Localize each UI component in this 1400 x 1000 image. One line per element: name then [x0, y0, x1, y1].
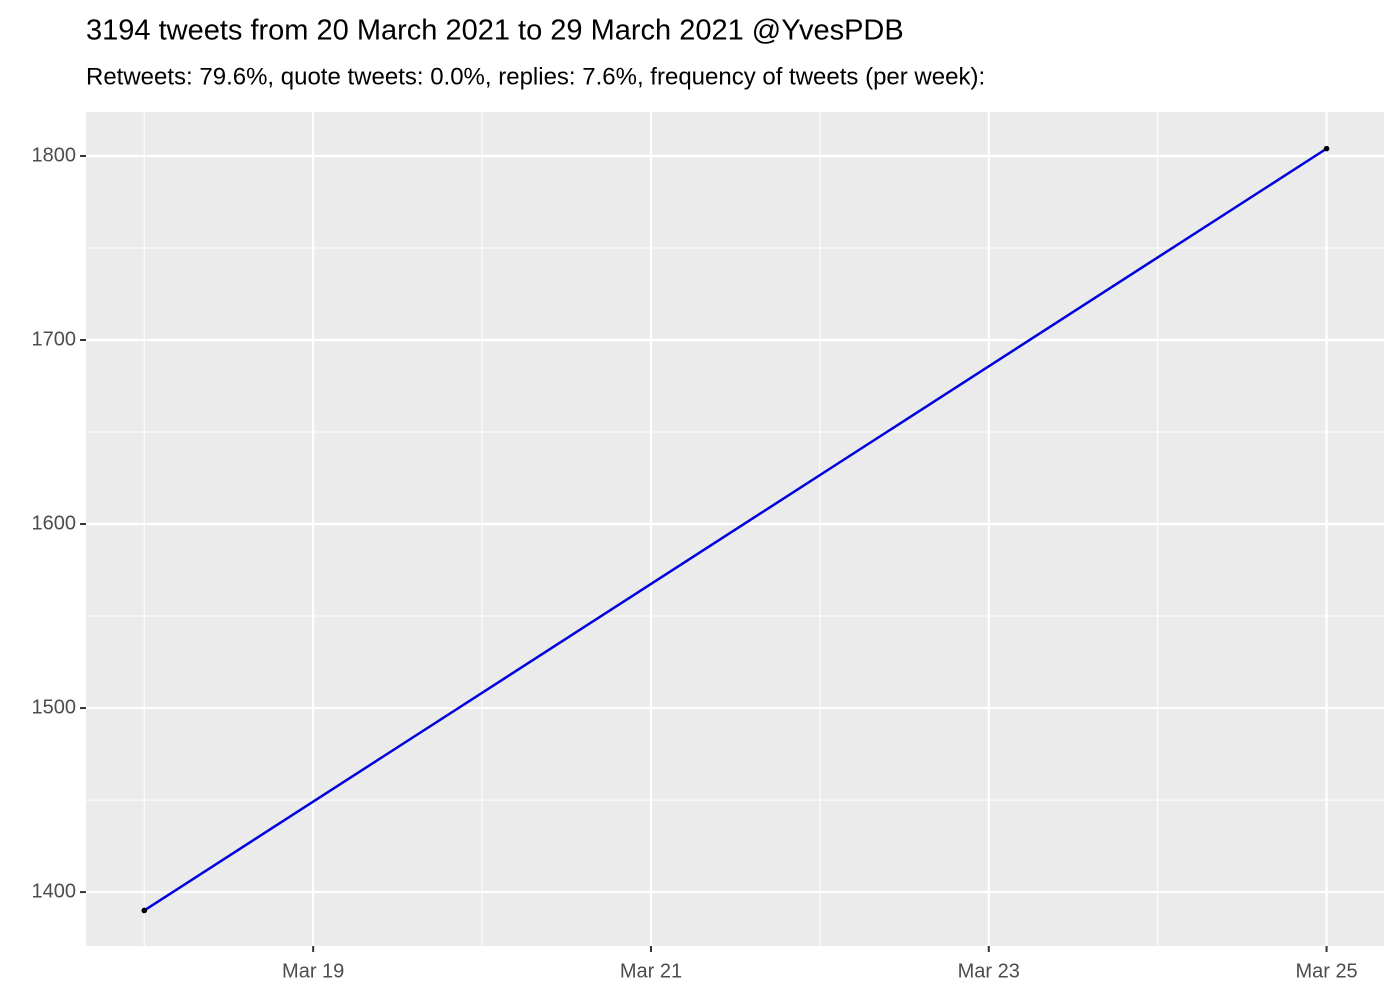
chart-title: 3194 tweets from 20 March 2021 to 29 Mar…	[86, 15, 904, 47]
y-tick-label: 1500	[32, 696, 77, 718]
y-tick-label: 1700	[32, 328, 77, 350]
x-tick-label: Mar 19	[282, 960, 344, 982]
x-tick-label: Mar 21	[620, 960, 682, 982]
y-tick-label: 1400	[32, 880, 77, 902]
chart-subtitle: Retweets: 79.6%, quote tweets: 0.0%, rep…	[86, 63, 985, 90]
point	[1323, 145, 1330, 152]
y-tick-label: 1800	[32, 144, 77, 166]
line	[143, 147, 1328, 912]
point	[141, 907, 148, 914]
y-tick-label: 1600	[32, 512, 77, 534]
x-tick-label: Mar 25	[1295, 960, 1357, 982]
x-tick-label: Mar 23	[958, 960, 1020, 982]
